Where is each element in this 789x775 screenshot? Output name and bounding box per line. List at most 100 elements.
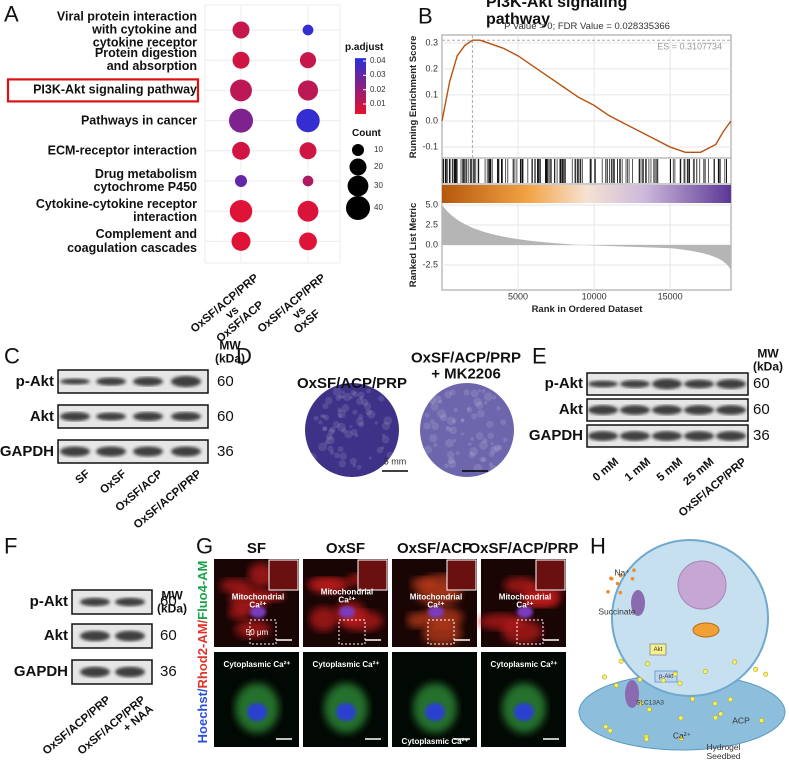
speck: [433, 395, 442, 404]
panel-letter: F: [4, 533, 18, 559]
ion: [753, 666, 759, 672]
band: [684, 431, 714, 441]
speck: [381, 421, 391, 431]
dish: [420, 383, 514, 477]
speck: [468, 442, 472, 446]
speck: [479, 441, 488, 450]
band: [133, 446, 163, 457]
speck: [488, 462, 494, 467]
speck: [503, 437, 508, 443]
band: [80, 666, 110, 678]
speck: [381, 435, 390, 444]
speck: [446, 451, 455, 459]
speck: [492, 395, 497, 400]
band: [96, 446, 126, 457]
blot-label: Akt: [558, 401, 583, 419]
y-tick-label: 0.3: [425, 37, 438, 48]
ion: [677, 680, 683, 686]
band: [115, 666, 145, 678]
speck: [350, 428, 358, 436]
annotation: Mitochondrial Ca²⁺: [231, 592, 285, 610]
cell-signal: [234, 619, 271, 639]
group-label: OxSF/ACP/PRP: [296, 375, 408, 393]
speck: [329, 450, 335, 455]
ion: [672, 671, 678, 677]
y2-tick-label: -2.5: [422, 259, 438, 270]
metric-area: [442, 205, 731, 271]
speck: [471, 413, 478, 420]
speck: [325, 433, 333, 441]
label: Succinate: [598, 606, 636, 617]
speck: [320, 414, 324, 418]
speck: [356, 397, 364, 406]
colorbar-label: 0.03: [370, 70, 386, 80]
speck: [475, 432, 484, 440]
speck: [493, 444, 501, 452]
colorbar-label: 0.02: [370, 84, 386, 94]
inset: [357, 559, 388, 591]
legend-title: p.adjust: [345, 41, 384, 53]
panel-letter: D: [236, 343, 252, 369]
speck: [341, 404, 350, 412]
band: [620, 431, 650, 441]
cell-signal: [501, 619, 543, 645]
blot-label: p-Akt: [544, 375, 583, 393]
akt-box: [649, 643, 667, 656]
blot-label: p-Akt: [29, 593, 68, 611]
ion: [607, 728, 613, 734]
speck: [477, 389, 481, 393]
band: [133, 376, 163, 387]
es-line: [441, 39, 732, 153]
speck: [452, 418, 457, 424]
speck: [430, 403, 439, 411]
band: [684, 405, 714, 415]
speck: [324, 440, 329, 445]
dot: [302, 175, 314, 187]
x-tick-label: 10000: [581, 291, 607, 302]
speck: [381, 433, 386, 438]
mito: [692, 622, 720, 638]
speck: [341, 428, 347, 434]
na-ion: [609, 576, 613, 581]
x-tick-label: 5000: [508, 291, 529, 302]
band: [588, 405, 618, 415]
ion: [645, 661, 651, 667]
highlight-box: [6, 78, 200, 103]
pathway-label: Drug metabolism cytochrome P450: [93, 166, 197, 194]
y2-tick-label: 2.5: [425, 219, 438, 230]
size-label: 40: [374, 202, 383, 212]
speck: [357, 391, 365, 399]
dot: [228, 108, 254, 133]
speck: [460, 418, 465, 423]
na-ion: [615, 581, 620, 586]
na-ion: [632, 568, 636, 572]
speck: [429, 419, 435, 425]
blot-label: GAPDH: [0, 442, 54, 460]
band: [171, 446, 201, 457]
blot-label: Akt: [29, 407, 54, 425]
ion: [637, 677, 643, 683]
dot: [299, 232, 317, 251]
ion: [660, 678, 666, 684]
speck: [386, 457, 391, 462]
speck: [378, 395, 385, 402]
speck: [490, 442, 494, 446]
panel-letter: G: [196, 533, 214, 559]
speck: [468, 452, 475, 459]
speck: [318, 442, 327, 452]
speck: [500, 419, 507, 426]
rank-band: [442, 185, 731, 203]
speck: [338, 460, 346, 468]
speck: [321, 414, 326, 419]
blot-label: GAPDH: [13, 663, 68, 681]
panel-letter: C: [4, 343, 20, 369]
speck: [313, 415, 319, 421]
cell-signal: [309, 606, 338, 632]
speck: [382, 389, 388, 394]
annotation: Cytoplasmic Ca²⁺: [223, 659, 291, 669]
panel-letter: B: [418, 3, 433, 29]
mw-value: 60: [753, 401, 770, 419]
column-title: OxSF/ACP: [396, 540, 473, 558]
speck: [354, 433, 359, 438]
cell-signal: [229, 587, 268, 612]
